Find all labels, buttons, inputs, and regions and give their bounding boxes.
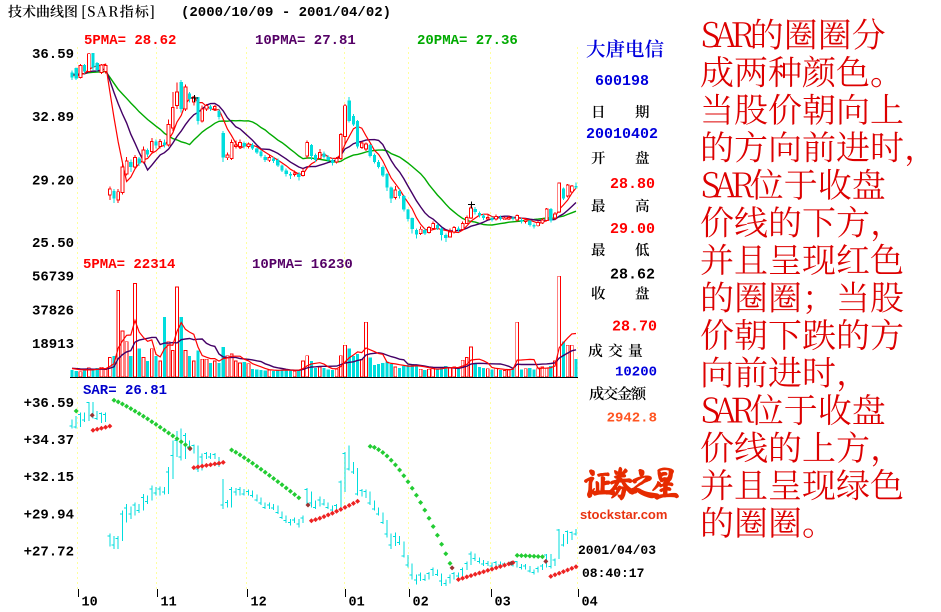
svg-text:600198: 600198 — [595, 73, 649, 90]
svg-text:SAR= 26.81: SAR= 26.81 — [83, 383, 167, 399]
svg-text:37826: 37826 — [32, 303, 74, 319]
svg-text:01: 01 — [349, 596, 365, 611]
svg-text:+32.15: +32.15 — [24, 470, 74, 486]
svg-text:02: 02 — [413, 596, 429, 611]
svg-text:10200: 10200 — [615, 365, 657, 381]
svg-text:5PMA= 22314: 5PMA= 22314 — [83, 257, 175, 273]
svg-text:28.80: 28.80 — [610, 176, 655, 193]
svg-text:04: 04 — [582, 596, 598, 611]
svg-text:+34.37: +34.37 — [24, 433, 74, 449]
svg-text:03: 03 — [495, 596, 511, 611]
svg-text:11: 11 — [161, 596, 177, 611]
svg-text:28.70: 28.70 — [612, 319, 657, 336]
svg-text:20010402: 20010402 — [586, 126, 658, 143]
svg-text:(2000/10/09 - 2001/04/02): (2000/10/09 - 2001/04/02) — [181, 5, 391, 21]
svg-text:12: 12 — [251, 596, 267, 611]
svg-text:5PMA= 28.62: 5PMA= 28.62 — [84, 33, 176, 49]
svg-text:2942.8: 2942.8 — [607, 411, 657, 427]
svg-text:+36.59: +36.59 — [24, 396, 74, 412]
svg-text:+27.72: +27.72 — [24, 545, 74, 561]
svg-text:+29.94: +29.94 — [24, 507, 74, 523]
svg-text:36.59: 36.59 — [32, 47, 74, 63]
svg-text:08:40:17: 08:40:17 — [582, 566, 644, 581]
svg-text:stockstar.com: stockstar.com — [580, 507, 667, 522]
svg-text:2001/04/03: 2001/04/03 — [578, 543, 656, 558]
svg-text:20PMA= 27.36: 20PMA= 27.36 — [417, 33, 518, 49]
svg-text:18913: 18913 — [32, 337, 74, 353]
svg-text:28.62: 28.62 — [610, 267, 655, 284]
svg-text:25.50: 25.50 — [32, 236, 74, 252]
svg-text:10PMA= 27.81: 10PMA= 27.81 — [255, 33, 356, 49]
svg-text:29.20: 29.20 — [32, 174, 74, 190]
svg-text:32.89: 32.89 — [32, 110, 74, 126]
svg-text:29.00: 29.00 — [610, 221, 655, 238]
svg-text:10PMA= 16230: 10PMA= 16230 — [252, 257, 353, 273]
svg-text:56739: 56739 — [32, 270, 74, 286]
svg-text:10: 10 — [82, 596, 98, 611]
